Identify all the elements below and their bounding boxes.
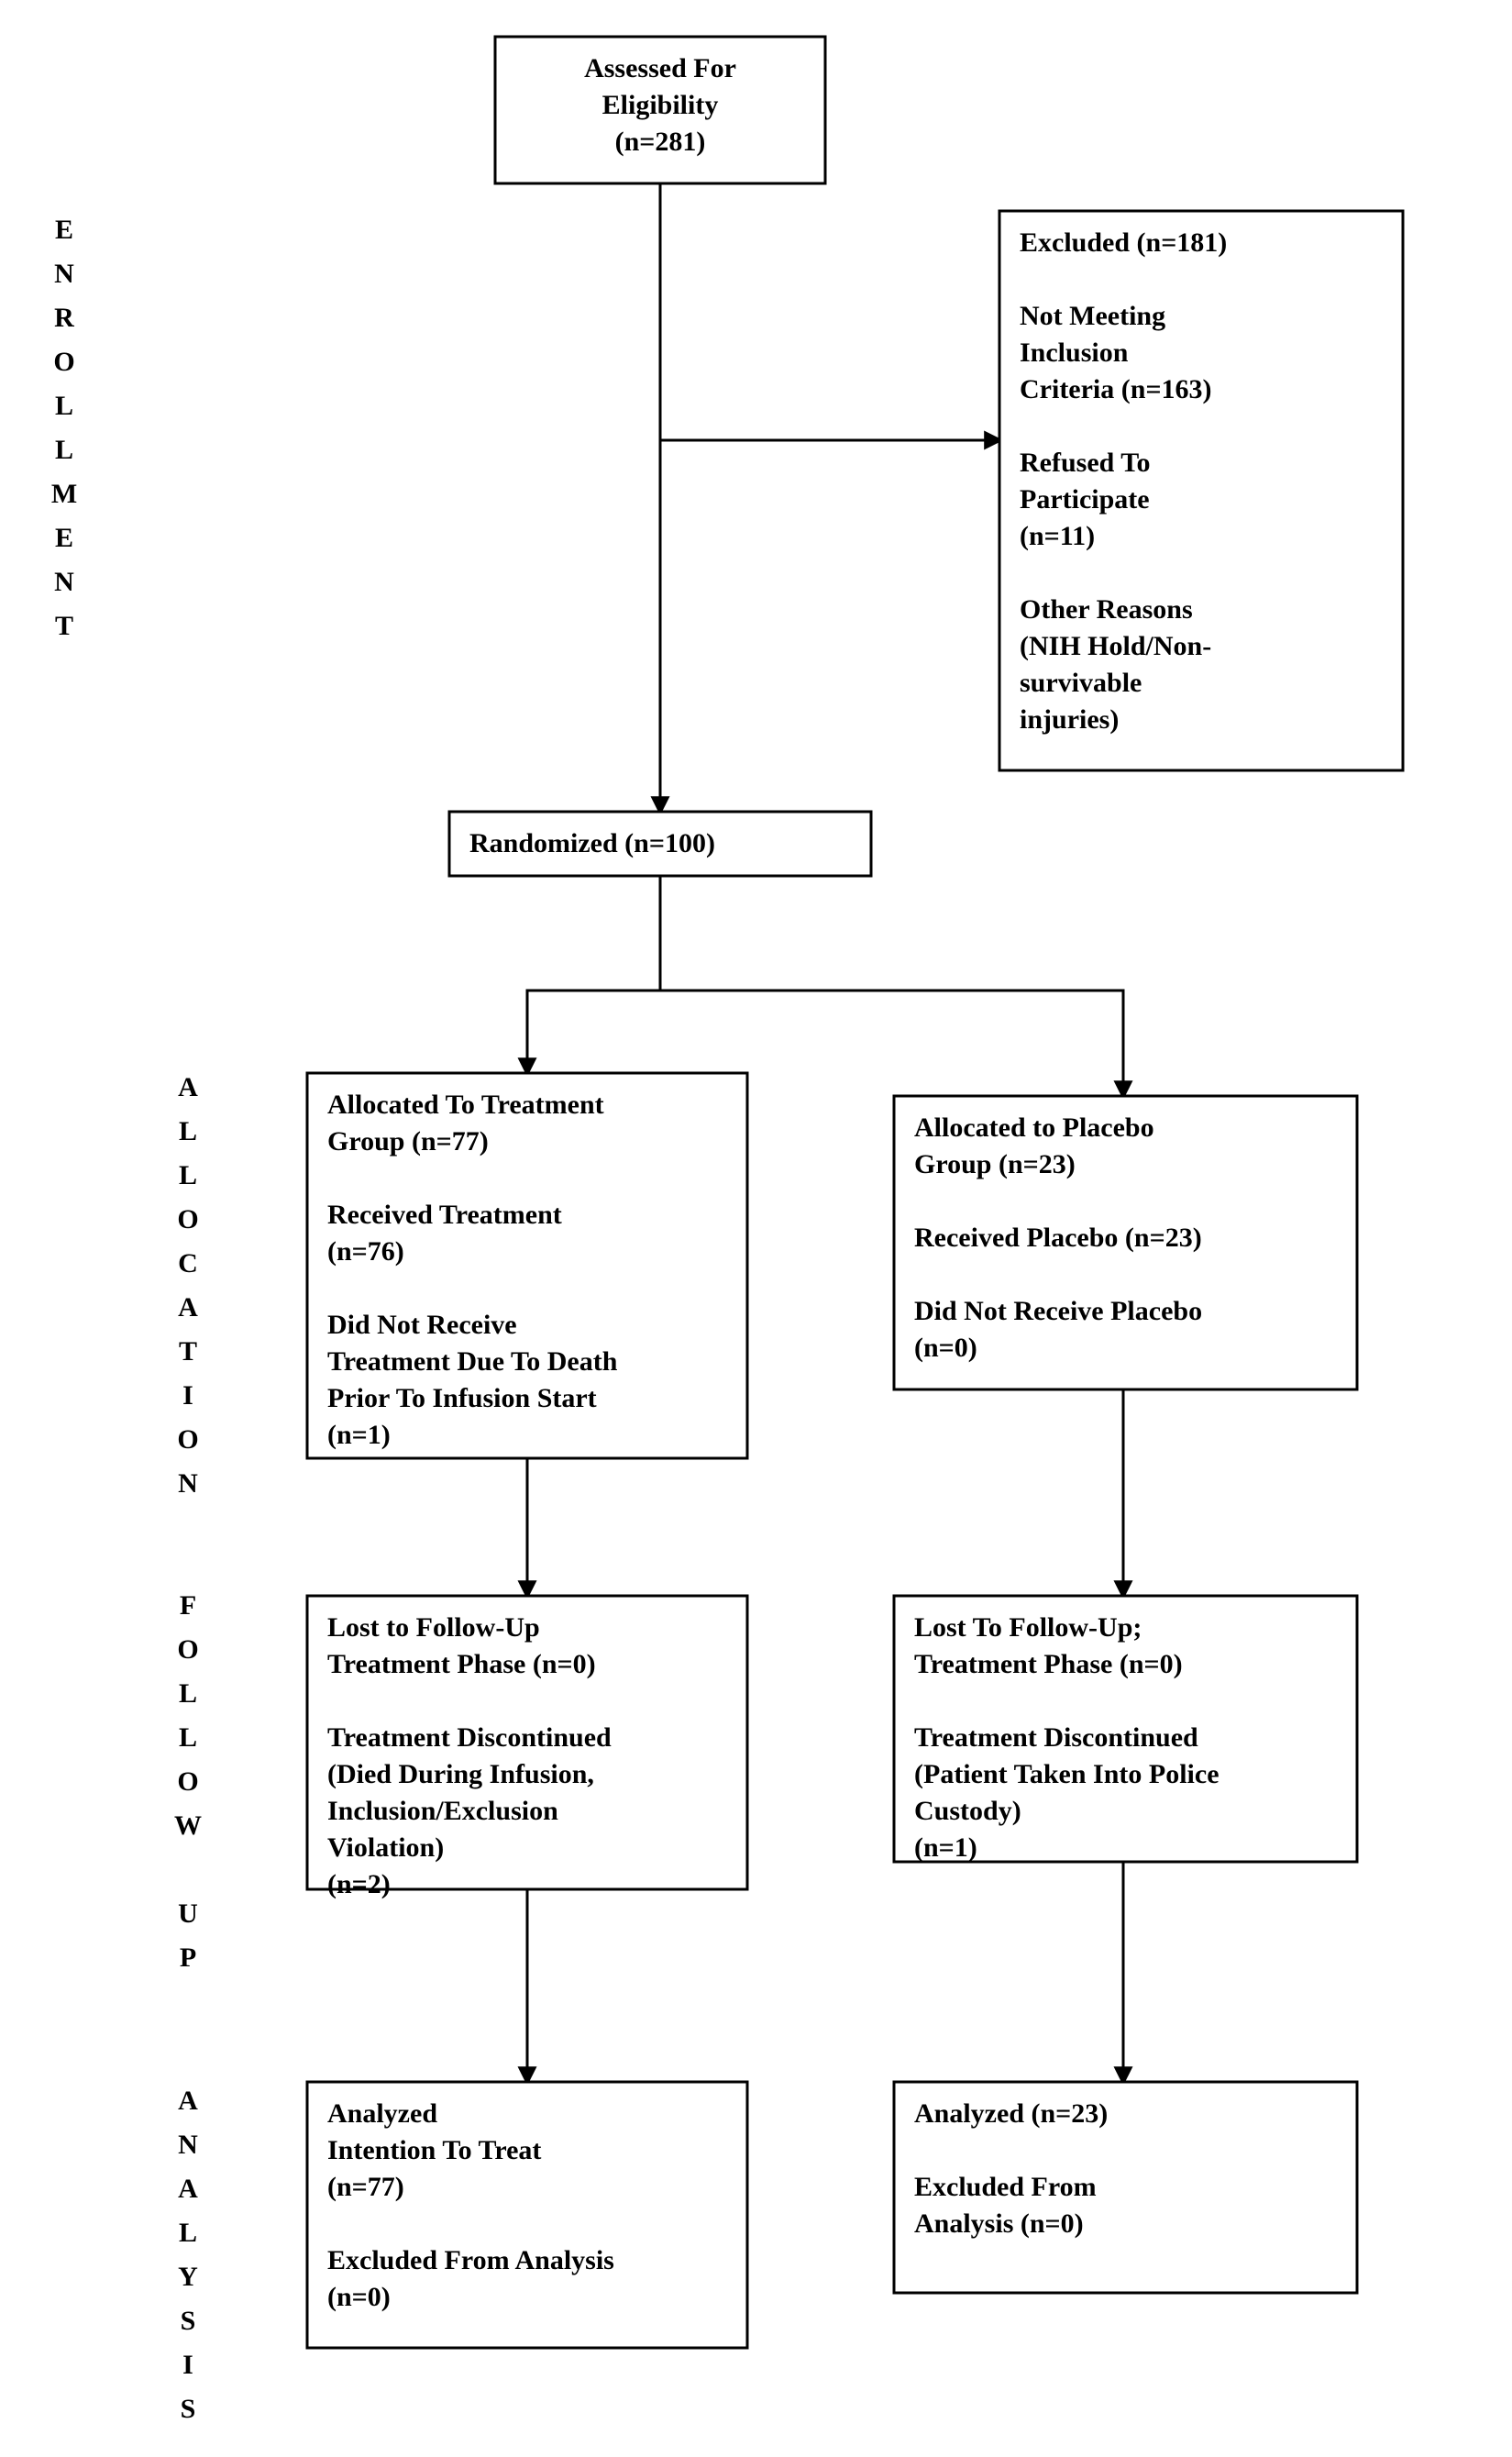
- phase-label-enrollment-char-3: O: [53, 347, 74, 377]
- phase-label-enrollment-char-0: E: [55, 215, 73, 245]
- node-excluded-line-7: Participate: [1020, 484, 1150, 515]
- consort-flowchart: Assessed For Eligibility (n=281) Excluded (…: [0, 0, 1512, 2457]
- phase-label-allocation-char-8: O: [177, 1424, 198, 1455]
- node-excluded-line-6: Refused To: [1020, 448, 1151, 478]
- node-alloc_treat-line-7: Treatment Due To Death: [327, 1346, 618, 1377]
- phase-label-enrollment-char-7: E: [55, 523, 73, 553]
- node-assessed-line-2: (n=281): [615, 127, 706, 157]
- node-excluded-line-8: (n=11): [1020, 521, 1095, 551]
- node-follow_treat-line-4: (Died During Infusion,: [327, 1759, 594, 1789]
- phase-label-allocation-char-4: C: [178, 1248, 198, 1278]
- phase-label-enrollment-char-5: L: [55, 435, 73, 465]
- node-assessed-line-1: Eligibility: [602, 90, 719, 120]
- node-analysis_treat-line-2: (n=77): [327, 2172, 404, 2202]
- node-alloc_treat-line-8: Prior To Infusion Start: [327, 1383, 597, 1413]
- node-follow_placebo-line-0: Lost To Follow-Up;: [914, 1612, 1142, 1643]
- node-alloc_placebo-line-1: Group (n=23): [914, 1149, 1076, 1179]
- node-excluded-line-3: Inclusion: [1020, 338, 1129, 368]
- node-analysis_treat-line-4: Excluded From Analysis: [327, 2245, 614, 2275]
- phase-label-allocation-char-2: L: [179, 1160, 197, 1190]
- node-follow_treat-line-0: Lost to Follow-Up: [327, 1612, 540, 1643]
- phase-label-enrollment-char-9: T: [55, 611, 73, 641]
- node-excluded-line-4: Criteria (n=163): [1020, 374, 1212, 404]
- phase-label-analysis-char-5: S: [181, 2306, 196, 2336]
- phase-label-followup-char-1: O: [177, 1634, 198, 1665]
- node-alloc_treat-line-4: (n=76): [327, 1236, 404, 1267]
- phase-label-enrollment-char-6: M: [51, 479, 77, 509]
- node-excluded-line-13: injuries): [1020, 704, 1119, 735]
- node-excluded-line-10: Other Reasons: [1020, 594, 1193, 625]
- phase-label-enrollment-char-4: L: [55, 391, 73, 421]
- phase-label-allocation-char-9: N: [178, 1468, 198, 1499]
- node-excluded-line-12: survivable: [1020, 668, 1142, 698]
- phase-label-followup-char-5: W: [174, 1810, 202, 1841]
- phase-label-enrollment-char-1: N: [54, 259, 74, 289]
- phase-label-analysis-char-1: N: [178, 2130, 198, 2160]
- phase-label-allocation-char-3: O: [177, 1204, 198, 1234]
- node-excluded-line-11: (NIH Hold/Non-: [1020, 631, 1211, 661]
- phase-label-analysis-char-4: Y: [178, 2262, 198, 2292]
- phase-label-analysis-char-0: A: [178, 2086, 198, 2116]
- phase-label-followup-char-0: F: [180, 1590, 196, 1621]
- node-analysis_placebo-line-2: Excluded From: [914, 2172, 1097, 2202]
- node-analysis_treat-line-5: (n=0): [327, 2282, 391, 2312]
- node-follow_placebo-line-1: Treatment Phase (n=0): [914, 1649, 1183, 1679]
- phase-label-analysis-char-7: S: [181, 2394, 196, 2424]
- node-excluded-line-0: Excluded (n=181): [1020, 227, 1227, 258]
- phase-label-allocation-char-7: I: [182, 1380, 193, 1411]
- node-alloc_treat-line-9: (n=1): [327, 1420, 391, 1450]
- phase-label-analysis-char-2: A: [178, 2174, 198, 2204]
- phase-label-enrollment-char-2: R: [54, 303, 74, 333]
- phase-label-enrollment-char-8: N: [54, 567, 74, 597]
- phase-label-followup-char-8: P: [180, 1942, 196, 1973]
- node-follow_treat-line-3: Treatment Discontinued: [327, 1722, 612, 1753]
- node-follow_placebo-line-6: (n=1): [914, 1832, 977, 1863]
- node-follow_treat-line-6: Violation): [327, 1832, 444, 1863]
- phase-label-allocation-char-0: A: [178, 1072, 198, 1102]
- phase-label-analysis-char-3: L: [179, 2218, 197, 2248]
- node-follow_treat-line-5: Inclusion/Exclusion: [327, 1796, 558, 1826]
- node-alloc_treat-line-6: Did Not Receive: [327, 1310, 517, 1340]
- node-follow_placebo-line-4: (Patient Taken Into Police: [914, 1759, 1220, 1789]
- node-assessed-line-0: Assessed For: [584, 53, 736, 83]
- node-alloc_placebo-line-6: (n=0): [914, 1333, 977, 1363]
- node-follow_placebo-line-3: Treatment Discontinued: [914, 1722, 1198, 1753]
- phase-label-followup-char-7: U: [178, 1898, 198, 1929]
- node-analysis_treat-line-1: Intention To Treat: [327, 2135, 541, 2165]
- node-analysis_treat-line-0: Analyzed: [327, 2098, 437, 2129]
- edge-randomized: [527, 876, 660, 1073]
- node-follow_treat-line-1: Treatment Phase (n=0): [327, 1649, 596, 1679]
- phase-label-followup-char-2: L: [179, 1678, 197, 1709]
- node-alloc_placebo-line-0: Allocated to Placebo: [914, 1112, 1154, 1143]
- node-randomized-line-0: Randomized (n=100): [469, 828, 715, 858]
- node-follow_placebo-line-5: Custody): [914, 1796, 1021, 1826]
- node-analysis_placebo-line-0: Analyzed (n=23): [914, 2098, 1108, 2129]
- node-alloc_treat-line-0: Allocated To Treatment: [327, 1090, 604, 1120]
- phase-label-allocation-char-1: L: [179, 1116, 197, 1146]
- phase-label-allocation-char-6: T: [179, 1336, 197, 1367]
- node-alloc_treat-line-3: Received Treatment: [327, 1200, 562, 1230]
- node-alloc_placebo-line-5: Did Not Receive Placebo: [914, 1296, 1202, 1326]
- phase-label-analysis-char-6: I: [182, 2350, 193, 2380]
- node-follow_treat-line-7: (n=2): [327, 1869, 391, 1899]
- phase-label-followup-char-3: L: [179, 1722, 197, 1753]
- node-analysis_placebo-line-3: Analysis (n=0): [914, 2208, 1084, 2239]
- node-alloc_treat-line-1: Group (n=77): [327, 1126, 489, 1157]
- phase-label-allocation-char-5: A: [178, 1292, 198, 1323]
- phase-label-followup-char-4: O: [177, 1766, 198, 1797]
- node-excluded-line-2: Not Meeting: [1020, 301, 1165, 331]
- node-alloc_placebo-line-3: Received Placebo (n=23): [914, 1223, 1202, 1253]
